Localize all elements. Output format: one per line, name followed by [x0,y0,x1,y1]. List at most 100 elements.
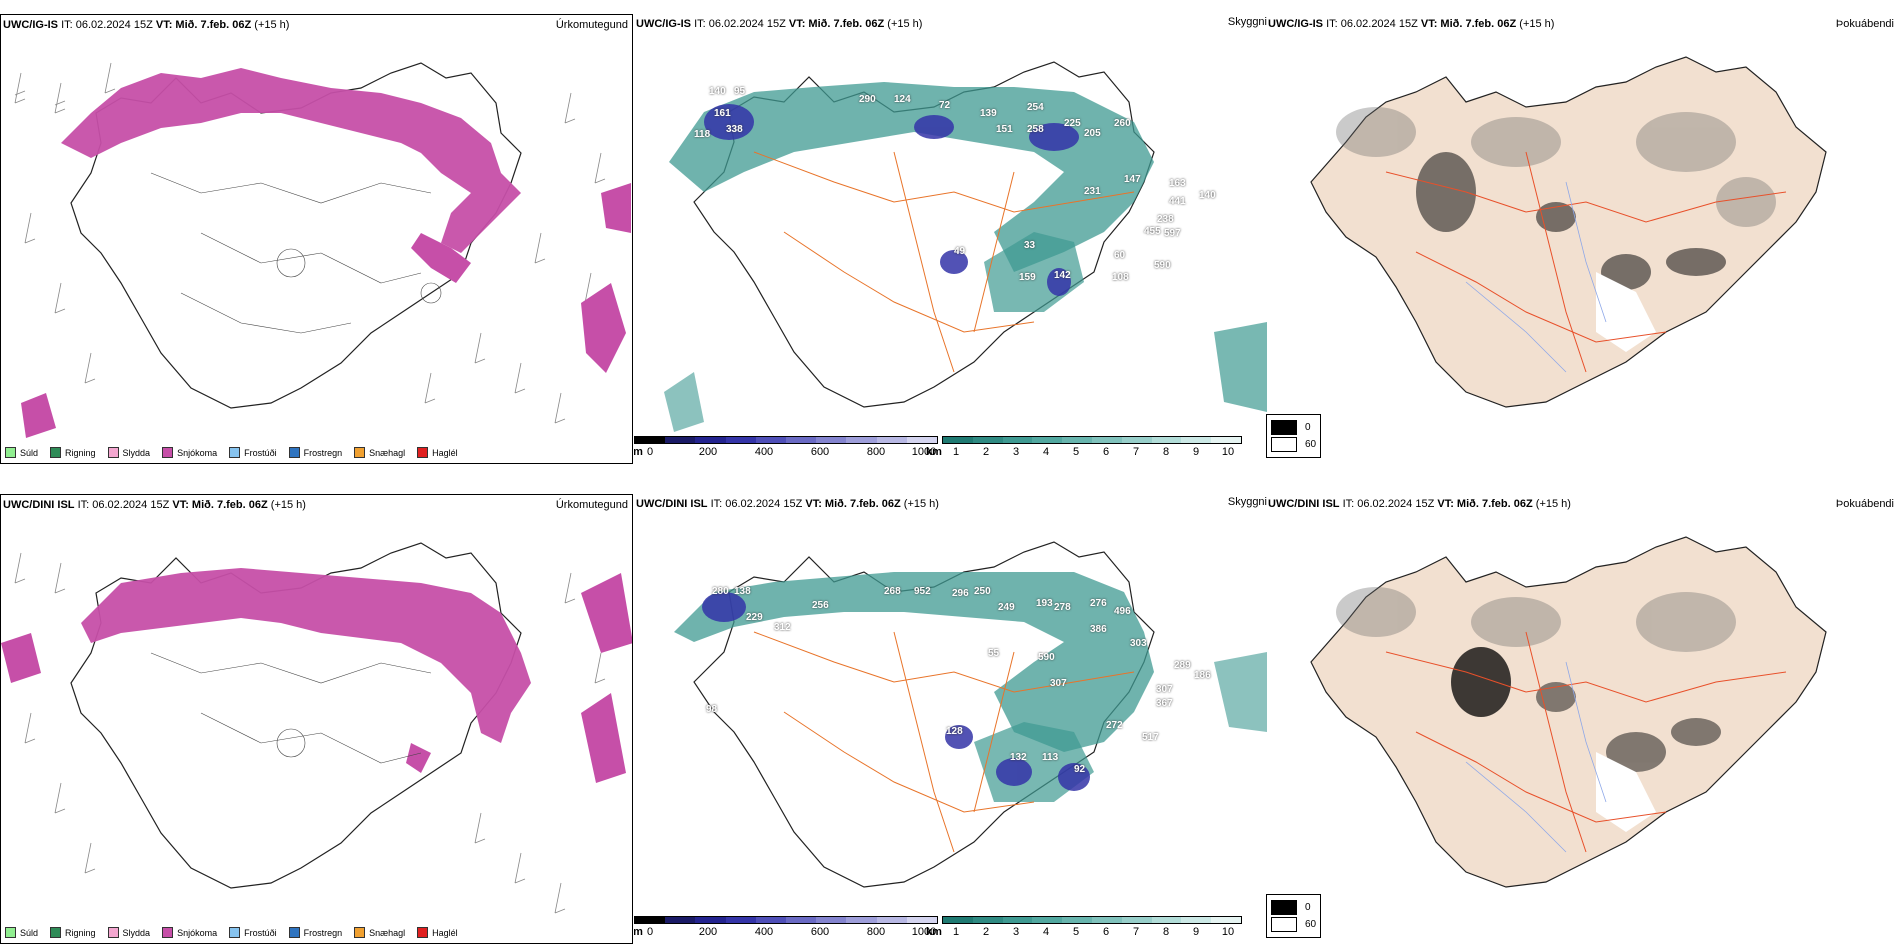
legend-label: Slydda [122,927,151,938]
fog-legend-item: 60 [1271,917,1316,932]
map-label: 254 [1027,102,1044,113]
colorbar-tick: 600 [810,926,830,938]
map-label: 338 [726,124,743,135]
map-label: 138 [734,586,751,597]
visibility-map [664,61,1267,432]
fog-legend: 0 60 [1266,414,1322,458]
legend-swatch [5,447,16,458]
map-label: 268 [884,586,901,597]
fog-legend-value: 60 [1305,919,1317,930]
legend-item: Frostregn [288,927,343,938]
map-label: 496 [1114,606,1131,617]
map-label: 55 [988,648,1000,659]
legend-label: Slydda [122,447,151,458]
init-time: IT: 06.02.2024 15Z [1342,498,1435,510]
legend-label: Súld [20,447,39,458]
init-time: IT: 06.02.2024 15Z [77,499,170,511]
colorbar-tick: 800 [866,926,886,938]
legend-item: Haglél [417,447,458,458]
colorbar-tick: 2 [982,926,990,938]
legend-label: Frostregn [303,447,343,458]
valid-time: VT: Mið. 7.feb. 06Z [1420,18,1517,30]
map-label: 186 [1194,670,1211,681]
legend-label: Frostúði [244,927,277,938]
map-label: 249 [998,602,1015,613]
colorbar-swatches [942,436,1242,444]
colorbar-tick: 8 [1162,926,1170,938]
legend-swatch [107,447,119,458]
map-label: 597 [1164,228,1181,239]
precip-type-legend: Súld Rigning Slydda Snjókoma Frostúði Fr… [5,927,458,938]
colorbar-tick: 3 [1012,446,1020,458]
legend-item: Súld [5,927,38,938]
valid-time: VT: Mið. 7.feb. 06Z [1437,498,1533,510]
visibility-colorbar: km 1 2 3 4 5 6 7 8 9 10 [926,916,1242,938]
map-label: 231 [1084,186,1101,197]
fog-legend-value: 60 [1305,439,1317,450]
colorbar-unit: km [926,446,942,458]
colorbar-tick: 6 [1102,926,1110,938]
panel-title: Skyggni [1227,496,1267,508]
lead-time: (+15 h) [254,19,290,31]
legend-item: Snæhagl [354,447,405,458]
lead-time: (+15 h) [1519,18,1555,30]
legend-swatch [229,447,241,458]
panel-header: UWC/IG-IS IT: 06.02.2024 15Z VT: Mið. 7.… [1268,18,1554,30]
colorbar-tick: 1 [952,926,960,938]
map-label: 140 [709,86,726,97]
map-label: 193 [1036,598,1053,609]
legend-label: Frostregn [303,927,343,938]
legend-item: Slydda [107,927,151,938]
legend-swatch [417,447,429,458]
fog-indicator-map [1310,536,1827,888]
lead-time: (+15 h) [1535,498,1571,510]
colorbar-tick: 6 [1102,446,1110,458]
valid-time: VT: Mið. 7.feb. 06Z [155,19,252,31]
map-label: 312 [774,622,791,633]
valid-time: VT: Mið. 7.feb. 06Z [788,18,885,30]
legend-label: Snjókoma [177,447,218,458]
legend-item: Frostúði [229,447,277,458]
legend-label: Snæhagl [369,447,406,458]
map-label: 49 [954,246,966,257]
legend-label: Snjókoma [177,927,218,938]
colorbar-tick: 8 [1162,446,1170,458]
panel-header: UWC/DINI ISL IT: 06.02.2024 15Z VT: Mið.… [1268,498,1571,510]
legend-swatch [162,927,174,938]
legend-item: Rigning [50,927,96,938]
map-label: 272 [1106,720,1123,731]
map-label: 441 [1169,196,1186,207]
map-label: 280 [712,586,729,597]
map-label: 95 [734,86,746,97]
map-label: 118 [694,129,711,140]
precip-type-panel-bottom: UWC/DINI ISL IT: 06.02.2024 15Z VT: Mið.… [0,494,633,944]
map-label: 147 [1124,174,1141,185]
precip-type-legend: Súld Rigning Slydda Snjókoma Frostúði Fr… [5,447,458,458]
colorbar-tick: 4 [1042,926,1050,938]
colorbar-unit: m [634,446,643,458]
map-label: 72 [939,100,951,111]
map-label: 140 [1199,190,1216,201]
cloud-base-colorbar: m 0 200 400 600 800 1000 [634,916,938,938]
colorbar-tick: 200 [698,926,718,938]
legend-label: Súld [20,927,39,938]
lead-time: (+15 h) [903,498,939,510]
model-name: UWC/DINI ISL [3,499,75,511]
init-time: IT: 06.02.2024 15Z [1326,18,1418,30]
legend-swatch [50,447,62,458]
map-label: 276 [1090,598,1107,609]
colorbar-tick: 600 [810,446,830,458]
colorbar-tick: 200 [698,446,718,458]
legend-item: Snæhagl [354,927,405,938]
map-label: 108 [1112,272,1129,283]
legend-item: Snjókoma [162,927,217,938]
map-label: 205 [1084,128,1101,139]
map-label: 229 [746,612,763,623]
valid-time: VT: Mið. 7.feb. 06Z [172,499,268,511]
legend-label: Rigning [65,447,96,458]
map-label: 952 [914,586,931,597]
map-label: 296 [952,588,969,599]
fog-legend: 0 60 [1266,894,1322,938]
map-label: 290 [859,94,876,105]
legend-item: Slydda [107,447,151,458]
